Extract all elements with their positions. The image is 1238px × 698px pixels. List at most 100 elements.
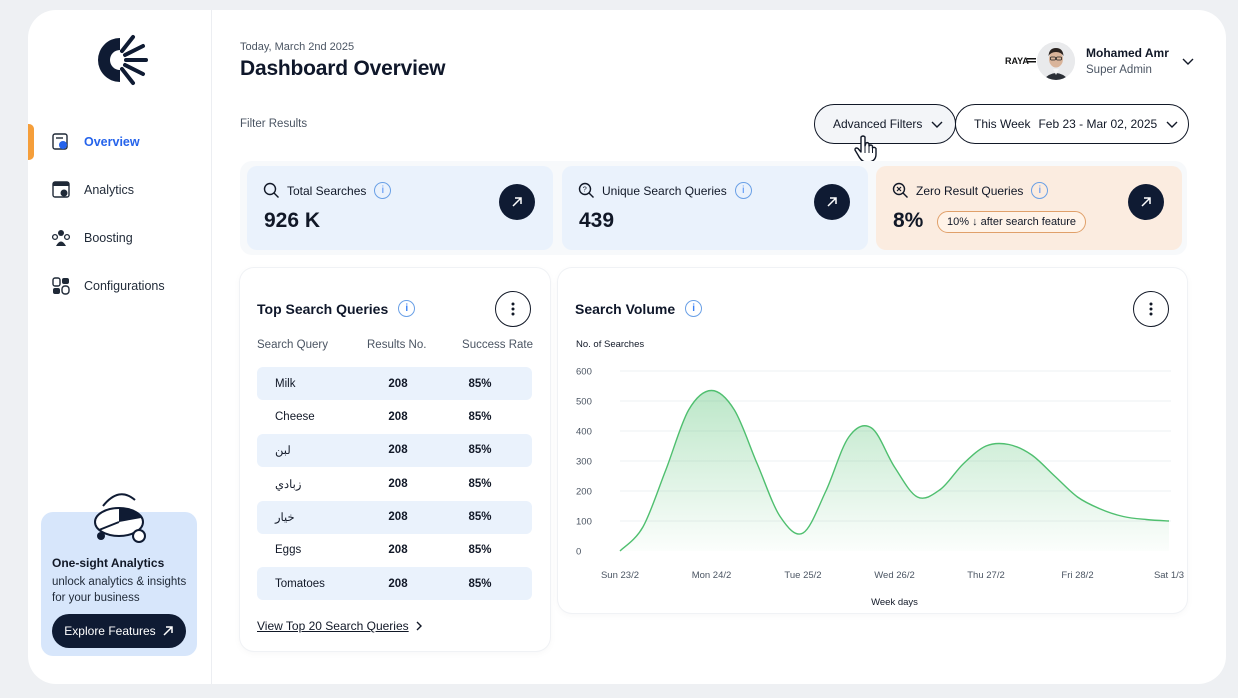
stat-card-header: ? Unique Search Queries i [578, 182, 752, 199]
chevron-right-icon [416, 621, 422, 631]
hand-pointer-cursor-icon [854, 135, 877, 163]
explore-features-label: Explore Features [64, 624, 156, 638]
analytics-icon [50, 179, 72, 201]
user-role: Super Admin [1086, 64, 1152, 76]
period-range: Feb 23 - Mar 02, 2025 [1038, 117, 1158, 131]
sidebar-item-label: Analytics [84, 183, 135, 197]
user-menu[interactable]: RAYA Mohamed Amr Super Admin [1003, 42, 1195, 80]
rate-cell: 85% [468, 577, 492, 590]
sidebar-item-label: Overview [84, 135, 140, 149]
rate-cell: 85% [468, 377, 492, 390]
more-options-button[interactable] [1133, 291, 1169, 327]
info-icon[interactable]: i [734, 182, 752, 199]
x-tick-label: Thu 27/2 [967, 570, 1005, 581]
x-tick-label: Sat 1/3 [1154, 570, 1184, 581]
open-details-button[interactable] [1128, 184, 1164, 220]
info-icon[interactable]: i [1031, 182, 1049, 199]
table-row[interactable]: Cheese 208 85% [257, 400, 532, 433]
promo-text: unlock analytics & insights for your bus… [52, 576, 187, 604]
stat-card-header: Total Searches i [263, 182, 392, 199]
results-cell: 208 [388, 511, 408, 524]
sidebar-item-label: Boosting [84, 231, 133, 245]
x-tick-label: Sun 23/2 [601, 570, 639, 581]
x-tick-label: Tue 25/2 [784, 570, 821, 581]
sidebar-item-configurations[interactable]: Configurations [28, 268, 212, 304]
x-tick-label: Mon 24/2 [692, 570, 732, 581]
column-header: Results No. [367, 339, 427, 351]
y-tick-label: 0 [576, 547, 581, 558]
stat-value: 439 [579, 209, 615, 232]
panel-title: Search Volume i [575, 300, 703, 317]
results-cell: 208 [388, 377, 408, 390]
query-cell: خيار [275, 512, 295, 525]
y-tick-label: 400 [576, 427, 592, 438]
sidebar-item-overview[interactable]: Overview [28, 124, 212, 160]
table-row[interactable]: Eggs 208 85% [257, 534, 532, 567]
rate-cell: 85% [468, 410, 492, 423]
info-icon[interactable]: i [685, 300, 703, 317]
sidebar-item-analytics[interactable]: Analytics [28, 172, 212, 208]
more-options-button[interactable] [495, 291, 531, 327]
table-row[interactable]: خيار 208 85% [257, 500, 532, 534]
advanced-filters-button[interactable]: Advanced Filters [814, 104, 956, 144]
chevron-down-icon[interactable] [1181, 54, 1195, 68]
query-cell: لبن [275, 445, 291, 458]
info-icon[interactable]: i [398, 300, 416, 317]
y-axis-title: No. of Searches [576, 339, 644, 350]
y-tick-label: 200 [576, 487, 592, 498]
query-cell: Eggs [275, 544, 302, 557]
rate-cell: 85% [468, 511, 492, 524]
svg-text:?: ? [583, 185, 587, 194]
arrow-up-right-icon [512, 197, 522, 207]
table-row[interactable]: لبن 208 85% [257, 433, 532, 467]
view-top-queries-link[interactable]: View Top 20 Search Queries [257, 619, 423, 633]
configurations-icon [50, 275, 72, 297]
chevron-down-icon [1166, 121, 1178, 128]
panel-title-text: Search Volume [575, 300, 676, 317]
current-date: Today, March 2nd 2025 [240, 41, 355, 53]
x-tick-label: Wed 26/2 [874, 570, 915, 581]
series-line [619, 389, 1170, 552]
brand-logo[interactable] [88, 32, 152, 88]
query-cell: Milk [275, 377, 296, 390]
results-cell: 208 [388, 444, 408, 457]
advanced-filters-label: Advanced Filters [833, 117, 923, 131]
arrow-up-right-icon [827, 197, 837, 207]
sidebar-nav: Overview Analytics Boosting Configuratio… [28, 124, 212, 316]
table-row[interactable]: Tomatoes 208 85% [257, 567, 532, 601]
x-tick-label: Fri 28/2 [1061, 570, 1093, 581]
filter-label: Filter Results [240, 118, 308, 130]
period-label: This Week [974, 117, 1031, 131]
question-search-icon: ? [578, 182, 595, 199]
avatar[interactable] [1037, 42, 1075, 80]
top-search-queries-panel: Top Search Queries i Search Query Result… [240, 268, 550, 651]
more-vertical-icon [511, 302, 515, 316]
search-volume-chart: No. of Searches 0 100 200 300 400 500 600 Sun 23… [576, 339, 1184, 608]
user-info: Mohamed Amr Super Admin [1086, 46, 1169, 76]
info-icon[interactable]: i [374, 182, 392, 199]
svg-text:RAYA: RAYA [1005, 56, 1029, 66]
stats-row: Total Searches i 926 K ? Unique Search Q… [240, 161, 1187, 255]
analytics-illustration [89, 484, 153, 548]
panel-title-text: Top Search Queries [257, 300, 389, 317]
stat-card-header: Zero Result Queries i [892, 182, 1049, 199]
open-details-button[interactable] [499, 184, 535, 220]
trend-badge: 10% ↓ after search feature [937, 211, 1087, 233]
table-row[interactable]: زبادي 208 85% [257, 467, 532, 500]
rate-cell: 85% [468, 477, 492, 490]
panel-title: Top Search Queries i [257, 300, 416, 317]
arrow-up-right-icon [163, 626, 173, 636]
org-logo: RAYA [1003, 43, 1039, 79]
boosting-icon [50, 227, 72, 249]
table-row[interactable]: Milk 208 85% [257, 367, 532, 400]
view-top-queries-label: View Top 20 Search Queries [257, 619, 409, 633]
chevron-down-icon [931, 121, 943, 128]
date-range-selector[interactable]: This Week Feb 23 - Mar 02, 2025 [955, 104, 1189, 144]
search-volume-panel: Search Volume i No. of Searches 0 100 200 30… [558, 268, 1187, 613]
y-tick-label: 600 [576, 367, 592, 378]
explore-features-button[interactable]: Explore Features [52, 614, 186, 648]
query-cell: Cheese [275, 410, 315, 423]
open-details-button[interactable] [814, 184, 850, 220]
page-title: Dashboard Overview [240, 57, 446, 80]
sidebar-item-boosting[interactable]: Boosting [28, 220, 212, 256]
